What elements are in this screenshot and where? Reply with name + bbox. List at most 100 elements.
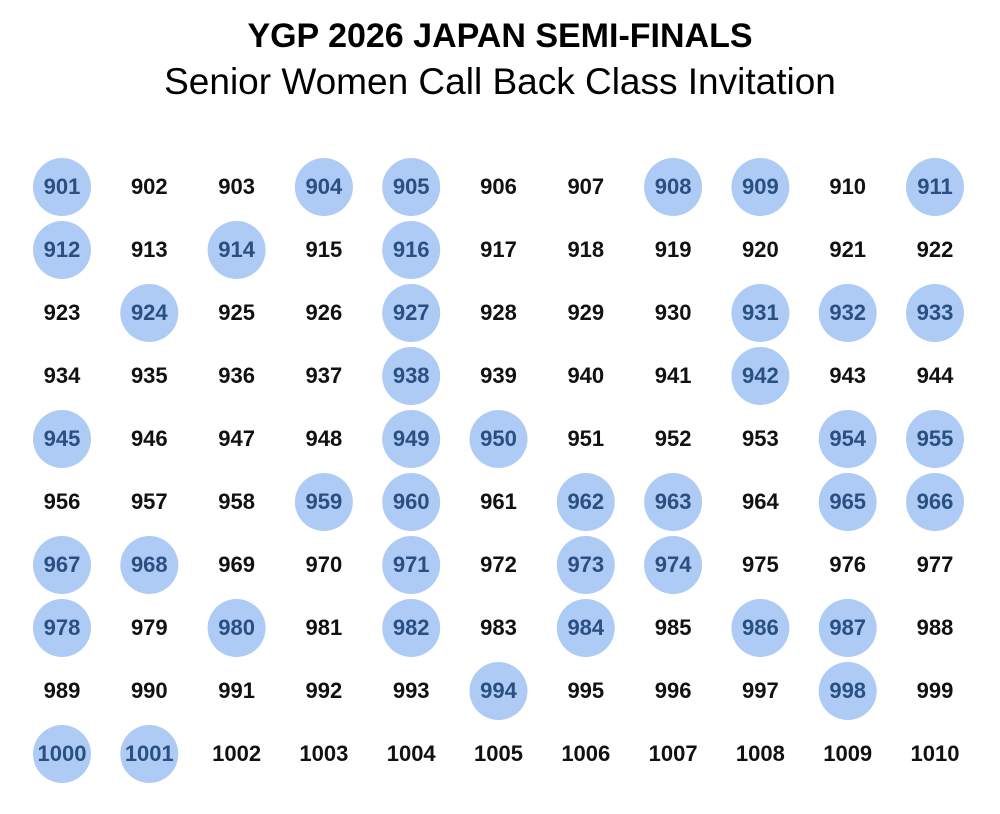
competitor-number: 976 — [829, 552, 866, 577]
competitor-number: 1001 — [125, 741, 174, 766]
competitor-number: 913 — [131, 237, 168, 262]
competitor-number: 925 — [218, 300, 255, 325]
invite-highlight — [207, 599, 266, 657]
competitor-number: 1007 — [649, 741, 698, 766]
competitor-number: 936 — [218, 363, 255, 388]
competitor-number: 917 — [480, 237, 517, 262]
invite-highlight — [382, 284, 441, 342]
competitor-number: 919 — [655, 237, 692, 262]
competitor-number: 957 — [131, 489, 168, 514]
competitor-number: 958 — [218, 489, 255, 514]
competitor-number: 960 — [393, 489, 430, 514]
competitor-number: 980 — [218, 615, 255, 640]
invite-highlight — [382, 347, 441, 405]
competitor-number: 904 — [306, 174, 343, 199]
invite-highlight — [644, 158, 703, 216]
invite-highlight — [120, 284, 179, 342]
competitor-number: 922 — [917, 237, 954, 262]
invite-highlight — [294, 158, 353, 216]
competitor-number: 914 — [218, 237, 255, 262]
competitor-number: 1002 — [212, 741, 261, 766]
competitor-number: 964 — [742, 489, 779, 514]
competitor-number: 1006 — [561, 741, 610, 766]
competitor-number: 990 — [131, 678, 168, 703]
competitor-number: 945 — [44, 426, 81, 451]
competitor-number: 972 — [480, 552, 517, 577]
competitor-number: 921 — [829, 237, 866, 262]
competitor-number: 1000 — [38, 741, 87, 766]
invite-highlight — [469, 410, 528, 468]
competitor-number: 950 — [480, 426, 517, 451]
invite-highlight — [731, 347, 790, 405]
competitor-number: 951 — [567, 426, 604, 451]
invite-highlight — [818, 410, 877, 468]
competitor-number: 908 — [655, 174, 692, 199]
competitor-number: 999 — [917, 678, 954, 703]
invite-highlight — [818, 473, 877, 531]
competitor-number: 940 — [567, 363, 604, 388]
competitor-number: 966 — [917, 489, 954, 514]
competitor-number: 954 — [829, 426, 866, 451]
competitor-number: 915 — [306, 237, 343, 262]
competitor-number: 979 — [131, 615, 168, 640]
competitor-number: 903 — [218, 174, 255, 199]
competitor-number: 969 — [218, 552, 255, 577]
competitor-number: 975 — [742, 552, 779, 577]
invite-highlight — [731, 599, 790, 657]
competitor-number: 947 — [218, 426, 255, 451]
competitor-number: 967 — [44, 552, 81, 577]
competitor-number: 923 — [44, 300, 81, 325]
competitor-number: 991 — [218, 678, 255, 703]
invite-highlight — [644, 536, 703, 594]
invite-highlight — [818, 662, 877, 720]
invite-highlight — [731, 158, 790, 216]
competitor-number: 962 — [567, 489, 604, 514]
competitor-number: 901 — [44, 174, 81, 199]
competitor-number: 912 — [44, 237, 81, 262]
competitor-number: 909 — [742, 174, 779, 199]
competitor-number: 948 — [306, 426, 343, 451]
invite-highlight — [469, 662, 528, 720]
competitor-number: 937 — [306, 363, 343, 388]
competitor-number: 955 — [917, 426, 954, 451]
invite-highlight — [556, 536, 615, 594]
competitor-number: 932 — [829, 300, 866, 325]
competitor-number: 987 — [829, 615, 866, 640]
competitor-number: 905 — [393, 174, 430, 199]
competitor-number: 911 — [917, 174, 953, 199]
invite-highlight — [120, 536, 179, 594]
competitor-number: 994 — [480, 678, 517, 703]
invite-highlight — [120, 725, 179, 783]
competitor-number: 998 — [829, 678, 866, 703]
invite-highlight — [382, 221, 441, 279]
invite-highlight — [382, 536, 441, 594]
invite-highlight — [382, 599, 441, 657]
competitor-number: 906 — [480, 174, 517, 199]
competitor-number: 933 — [917, 300, 954, 325]
invite-highlight — [644, 473, 703, 531]
invite-highlight — [731, 284, 790, 342]
competitor-number: 930 — [655, 300, 692, 325]
competitor-number: 985 — [655, 615, 692, 640]
competitor-number: 910 — [829, 174, 866, 199]
competitor-number: 939 — [480, 363, 517, 388]
competitor-number: 902 — [131, 174, 168, 199]
invite-highlight — [33, 725, 91, 783]
competitor-number: 1010 — [911, 741, 960, 766]
invite-highlight — [207, 221, 266, 279]
competitor-number: 995 — [567, 678, 604, 703]
competitor-number: 977 — [917, 552, 954, 577]
competitor-number: 942 — [742, 363, 779, 388]
invite-highlight — [382, 473, 441, 531]
competitor-number: 992 — [306, 678, 343, 703]
competitor-number: 982 — [393, 615, 430, 640]
competitor-number: 989 — [44, 678, 81, 703]
competitor-number: 971 — [393, 552, 430, 577]
invite-highlight — [294, 473, 353, 531]
competitor-number: 1009 — [823, 741, 872, 766]
invite-highlight — [33, 410, 91, 468]
invite-highlight — [382, 158, 441, 216]
invite-highlight — [33, 536, 91, 594]
invite-highlight — [33, 158, 91, 216]
